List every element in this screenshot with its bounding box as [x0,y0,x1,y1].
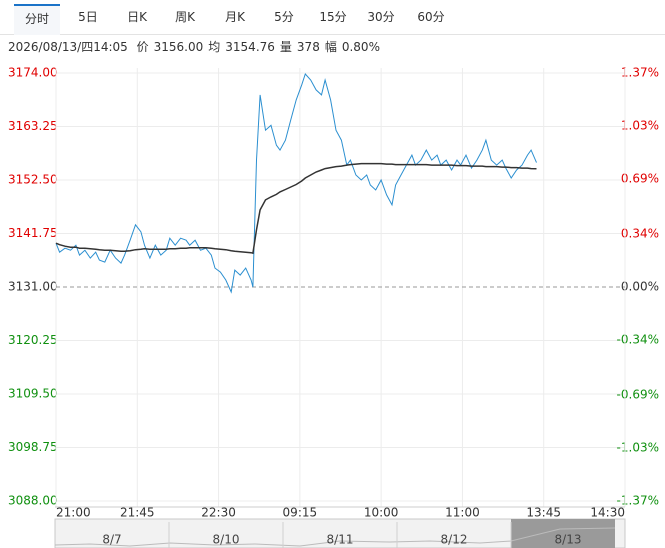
tab[interactable]: 月K [225,10,245,24]
navigator-label: 8/10 [213,533,240,547]
navigator-sparkline [54,527,616,547]
y2-tick-label: -0.69% [617,387,659,401]
price-line [55,162,537,255]
navigator-label: 8/12 [441,533,468,547]
price-line [55,73,537,294]
info-label: 价 [136,40,149,54]
y-tick-label: 3152.50 [8,173,58,187]
navigator-label: 8/13 [555,533,582,547]
y-tick-label: 3098.75 [8,440,58,454]
x-tick-label: 21:45 [120,506,155,520]
y2-tick-label: 1.03% [621,119,659,133]
x-tick-label: 22:30 [201,506,236,520]
y2-tick-label: 1.37% [621,66,659,80]
y-tick-label: 3088.00 [8,494,58,508]
info-label: 均 [208,40,221,54]
x-tick-label: 10:00 [364,506,399,520]
y-tick-label: 3131.00 [8,280,58,294]
tab[interactable]: 60分 [417,10,445,24]
navigator-label: 8/7 [102,533,121,547]
info-value: 3154.76 [225,40,275,54]
y-tick-label: 3163.25 [8,119,58,133]
tab[interactable]: 5分 [274,10,294,24]
info-value: 378 [296,40,320,54]
x-tick-label: 21:00 [56,506,91,520]
tab[interactable]: 日K [127,10,147,24]
y2-tick-label: -0.34% [617,333,659,347]
info-value: 3156.00 [153,40,204,54]
navigator-window[interactable] [511,519,615,548]
tab-bar: 分时 5日 日K 周K 月K 5分 15分 30分 60分 [0,0,665,35]
info-line: 2026/08/13/四14:05 价 3156.00 均 3154.76 量 378 幅 0… [8,38,385,55]
info-value: 0.80% [341,40,380,54]
tab[interactable]: 周K [175,10,195,24]
y2-tick-label: 0.69% [621,172,659,186]
x-tick-label: 13:45 [526,506,561,520]
x-tick-label: 14:30 [590,506,625,520]
tab[interactable]: 15分 [319,10,347,24]
info-time: 2026/08/13/四14:05 [8,40,128,54]
tab[interactable]: 5日 [78,10,98,24]
y-tick-label: 3174.00 [8,66,58,80]
y-tick-label: 3141.75 [8,226,58,240]
tab[interactable]: 分时 [14,4,60,35]
y-tick-label: 3109.50 [8,387,58,401]
y2-tick-label: 0.34% [621,226,659,240]
navigator-label: 8/11 [327,533,354,547]
y2-tick-label: 0.00% [621,280,659,294]
info-label: 幅 [324,40,337,54]
y2-tick-label: -1.37% [617,494,659,508]
y-tick-label: 3120.25 [8,333,58,347]
y2-tick-label: -1.03% [617,440,659,454]
info-label: 量 [279,40,292,54]
tab[interactable]: 30分 [367,10,395,24]
x-tick-label: 09:15 [283,506,318,520]
x-tick-label: 11:00 [445,506,480,520]
